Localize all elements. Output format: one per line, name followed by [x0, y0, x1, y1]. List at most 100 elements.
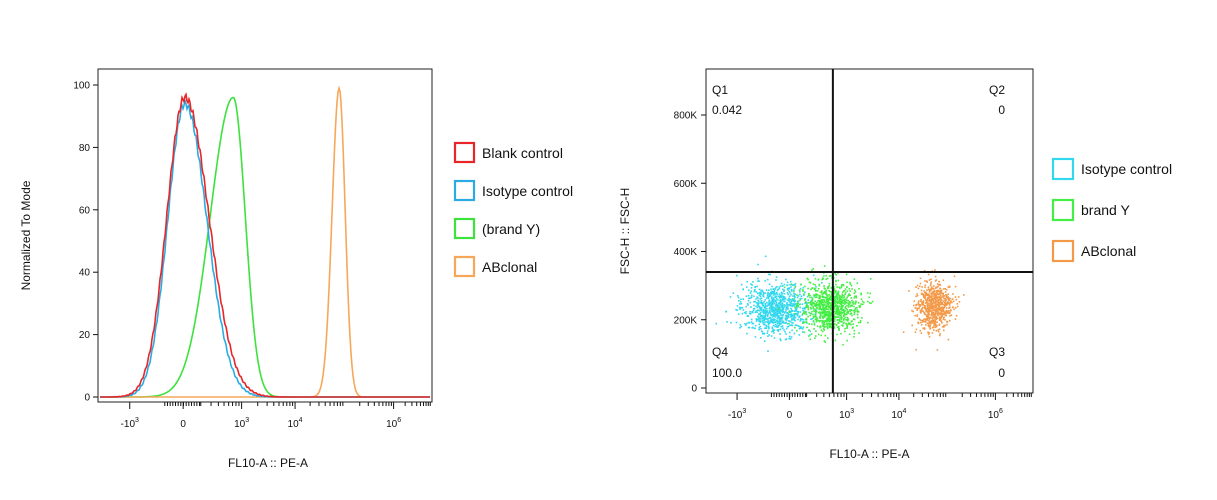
scatter-point [794, 306, 796, 309]
scatter-point [821, 296, 824, 299]
scatter-point [834, 339, 837, 342]
scatter-point [846, 327, 848, 329]
scatter-point [790, 301, 793, 304]
scatter-point [936, 317, 938, 319]
scatter-point [928, 291, 931, 293]
scatter-point [939, 316, 941, 318]
scatter-point [822, 320, 824, 323]
scatter-point [849, 283, 852, 286]
scatter-point [764, 306, 766, 309]
scatter-point [807, 308, 810, 311]
scatter-point [840, 332, 842, 335]
scatter-point [941, 322, 943, 324]
scatter-point [841, 294, 844, 297]
scatter-point [835, 279, 837, 282]
scatter-point [846, 326, 849, 329]
scatter-point [828, 317, 831, 319]
quadrant-name: Q2 [989, 83, 1005, 97]
scatter-point [794, 308, 797, 310]
scatter-point [745, 312, 747, 315]
scatter-point [921, 306, 924, 309]
scatter-point [771, 301, 774, 303]
scatter-point [767, 297, 770, 300]
scatter-point [786, 292, 789, 294]
scatter-point [818, 304, 821, 306]
scatter-point [825, 325, 827, 328]
scatter-point [775, 303, 778, 306]
scatter-point [944, 314, 946, 316]
scatter-point [858, 332, 860, 334]
scatter-point [827, 317, 829, 320]
scatter-legend-label: ABclonal [1081, 243, 1136, 259]
scatter-point [837, 322, 840, 324]
scatter-point [927, 315, 929, 318]
scatter-point [736, 309, 739, 312]
scatter-point [786, 303, 789, 306]
scatter-point [932, 322, 935, 324]
scatter-point [939, 294, 942, 297]
scatter-point [780, 310, 783, 312]
scatter-point [842, 297, 844, 299]
scatter-point [799, 311, 802, 313]
scatter-point [917, 287, 920, 290]
scatter-point [790, 324, 793, 326]
scatter-point [847, 304, 850, 307]
scatter-point [929, 310, 932, 312]
scatter-point [934, 319, 937, 322]
scatter-point [869, 292, 871, 295]
scatter-point [793, 312, 796, 315]
scatter-point [775, 297, 778, 300]
scatter-point [763, 317, 765, 320]
scatter-point [932, 311, 935, 314]
scatter-point [828, 290, 830, 292]
scatter-point [941, 309, 943, 312]
histogram-y-tick-label: 100 [73, 81, 90, 92]
scatter-point [836, 319, 839, 322]
scatter-legend-label: brand Y [1081, 202, 1130, 218]
scatter-point [768, 307, 771, 310]
scatter-point [846, 304, 848, 307]
scatter-point [767, 303, 770, 306]
scatter-point [788, 298, 791, 301]
scatter-point [811, 310, 813, 313]
scatter-point [821, 295, 823, 298]
scatter-point [737, 313, 740, 315]
scatter-point [783, 290, 785, 292]
scatter-point [806, 277, 809, 280]
scatter-point [814, 296, 817, 299]
scatter-point [830, 313, 833, 316]
scatter-point [760, 300, 763, 302]
scatter-point [778, 286, 781, 288]
scatter-point [768, 273, 770, 276]
scatter-point [771, 316, 774, 318]
histogram-legend-label: (brand Y) [482, 221, 540, 237]
scatter-point [844, 288, 847, 290]
scatter-point [911, 309, 913, 312]
scatter-point [798, 303, 801, 306]
scatter-point [810, 333, 813, 335]
scatter-point [782, 295, 785, 298]
scatter-point [935, 294, 937, 296]
scatter-point [816, 319, 818, 321]
scatter-point [821, 315, 824, 317]
scatter-point [931, 291, 934, 294]
scatter-point [824, 301, 827, 304]
scatter-point [773, 311, 776, 313]
scatter-point [925, 302, 927, 304]
scatter-point [782, 321, 785, 324]
scatter-point [943, 302, 946, 304]
scatter-point [934, 313, 936, 316]
scatter-point [814, 289, 817, 292]
scatter-point [853, 278, 856, 280]
scatter-point [847, 310, 850, 313]
scatter-point [826, 299, 828, 302]
scatter-point [860, 293, 862, 296]
scatter-point [753, 290, 756, 293]
scatter-point [922, 310, 924, 312]
scatter-point [921, 301, 923, 304]
scatter-point [822, 327, 825, 330]
scatter-point [916, 309, 918, 311]
scatter-point [932, 288, 934, 290]
scatter-point [762, 311, 765, 313]
scatter-point [936, 286, 938, 289]
